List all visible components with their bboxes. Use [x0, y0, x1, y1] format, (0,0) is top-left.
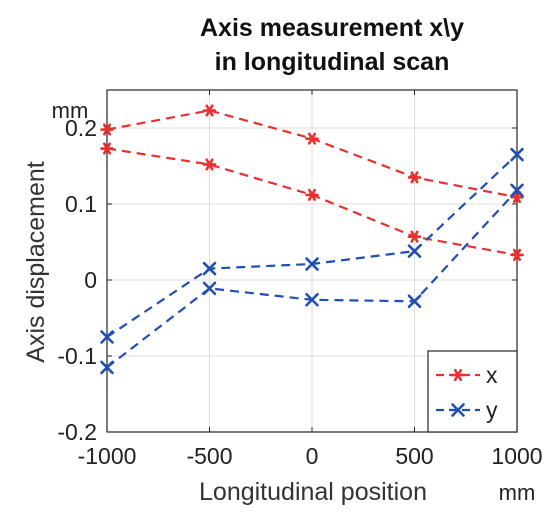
- series-point-y: [100, 330, 114, 344]
- plot-series: [100, 104, 524, 375]
- legend-marker: [451, 403, 465, 417]
- y-axis-label: Axis displacement: [22, 161, 50, 363]
- legend-box: [427, 350, 518, 433]
- x-tick-label: 0: [306, 443, 319, 469]
- legend-entry-y: y: [436, 397, 498, 423]
- series-point-x: [100, 142, 114, 155]
- series-point-y: [202, 281, 217, 296]
- y-tick-label: -0.2: [57, 419, 97, 445]
- legend-marker: [451, 368, 465, 382]
- y-tick-label: -0.1: [57, 343, 97, 369]
- series-point-x: [100, 123, 114, 136]
- x-tick-label: 500: [395, 443, 433, 469]
- series-point-y: [510, 183, 524, 198]
- series-point-x: [407, 230, 422, 243]
- series-point-x: [305, 188, 319, 201]
- legend-label: x: [486, 362, 498, 388]
- series-point-x: [202, 104, 217, 117]
- legend: xy: [427, 350, 518, 433]
- legend-label: y: [486, 397, 498, 423]
- series-point-y: [510, 147, 524, 162]
- series-point-y: [202, 261, 217, 276]
- series-point-x: [305, 132, 319, 145]
- y-unit-label: mm: [52, 98, 89, 123]
- series-point-x: [407, 171, 422, 184]
- series-point-y: [305, 257, 319, 271]
- chart-title-line-2: in longitudinal scan: [215, 48, 450, 76]
- series-point-y: [407, 294, 422, 309]
- series-point-x: [202, 158, 217, 171]
- series-point-y: [100, 360, 114, 375]
- axis-ticks: -1000 -500 0 500 1000 -0.2 -0.1 0 0.1 0.2: [57, 90, 543, 469]
- series-point-x: [510, 248, 524, 261]
- series-point-y: [305, 292, 319, 307]
- x-tick-label: -500: [186, 443, 232, 469]
- series-point-y: [407, 244, 422, 258]
- chart-title-line-1: Axis measurement x\y: [200, 14, 464, 42]
- legend-entry-x: x: [436, 362, 498, 388]
- x-unit-label: mm: [499, 480, 536, 505]
- y-tick-label: 0: [84, 267, 97, 293]
- x-tick-label: 1000: [491, 443, 542, 469]
- x-tick-label: -1000: [78, 443, 137, 469]
- y-tick-label: 0.1: [65, 191, 97, 217]
- y-tick-label: 0.2: [65, 115, 97, 141]
- x-axis-label: Longitudinal position: [199, 478, 427, 506]
